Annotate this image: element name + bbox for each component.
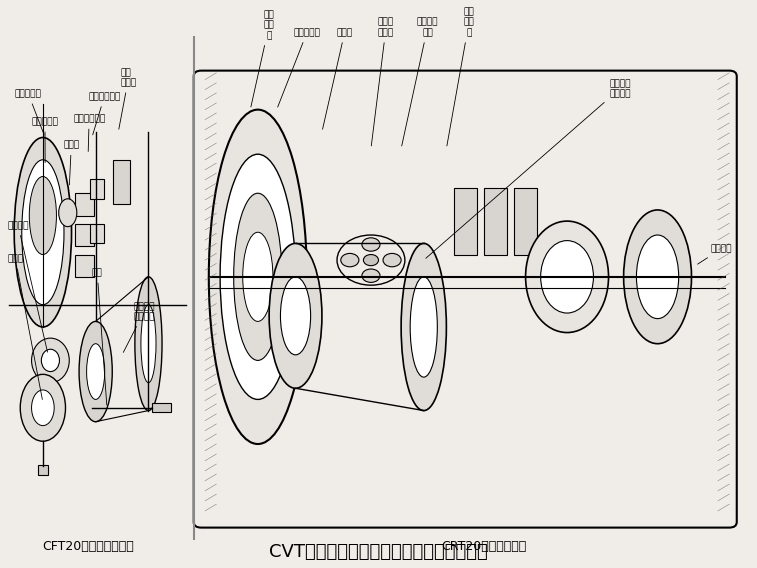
Ellipse shape: [209, 110, 307, 444]
Bar: [75, 254, 94, 277]
Ellipse shape: [243, 232, 273, 321]
Bar: [38, 465, 48, 475]
Ellipse shape: [79, 321, 112, 421]
Text: 倒档
离合
器: 倒档 离合 器: [447, 7, 475, 146]
Ellipse shape: [234, 193, 282, 361]
Text: 金属带无
级变速器: 金属带无 级变速器: [426, 79, 631, 258]
Ellipse shape: [637, 235, 679, 319]
Ellipse shape: [280, 277, 310, 355]
Bar: [90, 179, 104, 199]
FancyBboxPatch shape: [5, 70, 190, 528]
Ellipse shape: [362, 238, 380, 251]
Bar: [75, 193, 94, 215]
Ellipse shape: [22, 160, 64, 304]
Text: 锁止
离合
器: 锁止 离合 器: [251, 10, 275, 107]
Text: 锁止离合器: 锁止离合器: [15, 90, 44, 135]
Bar: [152, 403, 171, 412]
Ellipse shape: [624, 210, 691, 344]
Ellipse shape: [42, 349, 60, 371]
Text: 半轴: 半轴: [92, 269, 107, 405]
FancyBboxPatch shape: [194, 70, 737, 528]
Text: 差速器: 差速器: [8, 254, 42, 399]
Bar: [75, 224, 94, 246]
Text: 金属带无
级变速器: 金属带无 级变速器: [123, 302, 155, 352]
Text: 行星齿轮机构: 行星齿轮机构: [88, 92, 120, 135]
Ellipse shape: [86, 344, 104, 399]
Ellipse shape: [362, 269, 380, 282]
Ellipse shape: [141, 304, 156, 383]
Ellipse shape: [135, 277, 162, 411]
Ellipse shape: [363, 254, 378, 266]
Text: 液力变矩器: 液力变矩器: [278, 28, 320, 107]
Bar: [454, 187, 477, 254]
Ellipse shape: [20, 374, 66, 441]
Bar: [484, 187, 506, 254]
Text: 前进档
离合器: 前进档 离合器: [371, 18, 394, 146]
Ellipse shape: [269, 243, 322, 389]
Text: CVT与液力变矩器组成的无级变速传动系统: CVT与液力变矩器组成的无级变速传动系统: [269, 543, 488, 561]
Bar: [514, 187, 537, 254]
Text: 行星齿轮
机构: 行星齿轮 机构: [402, 18, 438, 146]
Text: 减速齿轮: 减速齿轮: [698, 244, 732, 264]
Text: 倒档
离合器: 倒档 离合器: [119, 68, 137, 129]
Text: 液压泵: 液压泵: [64, 141, 79, 185]
Ellipse shape: [401, 243, 447, 411]
Ellipse shape: [540, 241, 593, 313]
Bar: [90, 224, 104, 243]
Ellipse shape: [410, 277, 438, 377]
Text: CRT20型结构剖面图: CRT20型结构剖面图: [441, 540, 527, 553]
Text: 液力变矩器: 液力变矩器: [32, 118, 58, 162]
Ellipse shape: [30, 177, 57, 254]
Ellipse shape: [59, 199, 76, 227]
Text: 液压泵: 液压泵: [322, 28, 353, 129]
Text: 减速齿轮: 减速齿轮: [8, 221, 48, 352]
Text: CFT20型传动系统示意: CFT20型传动系统示意: [42, 540, 134, 553]
Ellipse shape: [14, 137, 71, 327]
Ellipse shape: [220, 154, 295, 399]
Text: 前进档离合器: 前进档离合器: [73, 115, 105, 152]
Ellipse shape: [341, 253, 359, 267]
Ellipse shape: [32, 338, 70, 383]
Ellipse shape: [383, 253, 401, 267]
Bar: [113, 160, 129, 204]
Ellipse shape: [32, 390, 55, 425]
Ellipse shape: [525, 221, 609, 332]
